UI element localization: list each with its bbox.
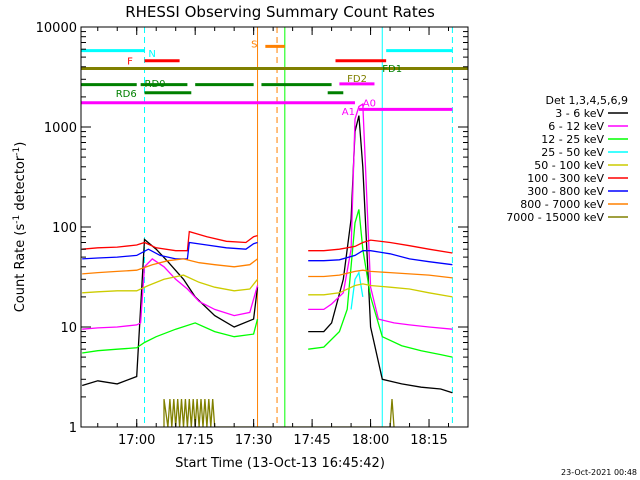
flag-label: RD6 (116, 89, 137, 100)
y-label-part2: detector (13, 155, 28, 215)
flag-label: FD2 (347, 74, 367, 85)
legend-label: 100 - 300 keV (527, 172, 604, 185)
legend-title: Det 1,3,4,5,6,9 (545, 94, 628, 107)
legend-label: 50 - 100 keV (534, 159, 604, 172)
x-tick-label: 18:00 (352, 433, 389, 448)
flag-label: FD1 (382, 64, 402, 75)
flag-label: S (251, 40, 257, 51)
vertical-markers (144, 27, 453, 427)
legend-label: 800 - 7000 keV (520, 198, 604, 211)
y-tick-label: 1000 (44, 121, 77, 136)
y-label-part1: Count Rate (s (13, 224, 28, 313)
series-line (82, 115, 453, 394)
series-line (163, 399, 395, 427)
x-tick-label: 17:30 (235, 433, 272, 448)
legend-label: 12 - 25 keV (541, 133, 604, 146)
legend-label: 6 - 12 keV (548, 120, 604, 133)
flag-label: N (148, 49, 155, 60)
series-line (82, 102, 453, 330)
series-line (82, 258, 453, 279)
legend-label: 7000 - 15000 keV (506, 211, 604, 224)
series-line (82, 209, 453, 358)
legend-label: 25 - 50 keV (541, 146, 604, 159)
flag-label: F (127, 57, 133, 68)
y-axis-label: Count Rate (s-1 detector-1) (12, 142, 28, 313)
x-tick-label: 18:15 (410, 433, 447, 448)
flags-group: N S F FD1 RD0 FD2 RD6 A1 A0 (81, 40, 468, 118)
axes-group: 1 10 100 1000 10000 17:00 17:15 17:30 17:45 18:00… (36, 21, 469, 448)
chart-title: RHESSI Observing Summary Count Rates (125, 3, 435, 21)
timestamp: 23-Oct-2021 00:48 (561, 468, 637, 477)
series-line (82, 230, 453, 254)
x-axis-label: Start Time (13-Oct-13 16:45:42) (175, 456, 385, 471)
series-line (82, 274, 453, 298)
flag-label: RD0 (145, 79, 166, 90)
y-tick-label: 10000 (36, 21, 77, 36)
x-tick-label: 17:45 (293, 433, 330, 448)
y-label-part3: ) (13, 142, 28, 147)
y-tick-label: 100 (52, 221, 77, 236)
y-tick-label: 10 (60, 321, 77, 336)
y-label-sup1: -1 (12, 215, 22, 224)
flag-label: A1 (342, 107, 355, 118)
x-tick-label: 17:00 (118, 433, 155, 448)
x-tick-label: 17:15 (176, 433, 213, 448)
series-group (82, 102, 453, 427)
legend-label: 3 - 6 keV (555, 107, 604, 120)
y-tick-label: 1 (69, 421, 77, 436)
y-label-sup2: -1 (12, 147, 22, 156)
flag-label: A0 (363, 99, 376, 110)
legend-label: 300 - 800 keV (527, 185, 604, 198)
